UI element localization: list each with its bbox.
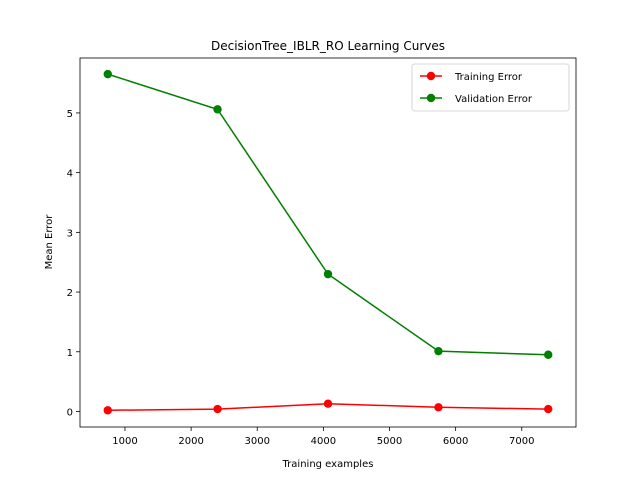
y-tick-label: 0 xyxy=(67,407,73,418)
training-error-point xyxy=(323,399,333,408)
y-tick-label: 1 xyxy=(67,348,73,359)
series-layer xyxy=(103,69,553,415)
plot-area-frame xyxy=(79,57,577,428)
validation-error-point xyxy=(213,105,222,114)
legend-training-error-marker xyxy=(426,71,436,81)
y-tick-label: 4 xyxy=(67,169,73,180)
x-tick-label: 3000 xyxy=(245,436,270,447)
x-tick-label: 1000 xyxy=(112,436,137,447)
x-tick-label: 7000 xyxy=(509,436,534,447)
y-axis-label: Mean Error xyxy=(44,214,55,270)
legend-validation-error-marker xyxy=(426,93,436,103)
training-error-point xyxy=(434,403,443,412)
training-error-point xyxy=(103,406,112,415)
x-tick-label: 4000 xyxy=(311,436,336,447)
legend-box xyxy=(411,63,570,112)
validation-error-point xyxy=(323,269,333,279)
legend-training-error-label: Training Error xyxy=(454,72,523,83)
legend-validation-error-label: Validation Error xyxy=(455,94,533,105)
legend: Training Error Validation Error xyxy=(411,63,570,112)
y-tick-label: 2 xyxy=(67,288,73,299)
training-error-point xyxy=(213,404,222,414)
y-tick-label: 5 xyxy=(67,109,73,120)
x-tick-label: 5000 xyxy=(377,436,402,447)
chart-title: DecisionTree_IBLR_RO Learning Curves xyxy=(211,39,445,53)
ticks-layer: 1000 2000 3000 4000 5000 6000 7000 0 1 2 3 4 5 xyxy=(67,109,535,447)
y-tick-label: 3 xyxy=(67,228,73,239)
validation-error-point xyxy=(434,346,443,356)
x-axis-label: Training examples xyxy=(282,459,374,470)
training-error-point xyxy=(544,404,553,414)
validation-error-point xyxy=(103,69,112,79)
x-tick-label: 2000 xyxy=(178,436,203,447)
validation-error-point xyxy=(544,350,553,359)
x-tick-label: 6000 xyxy=(443,436,468,447)
